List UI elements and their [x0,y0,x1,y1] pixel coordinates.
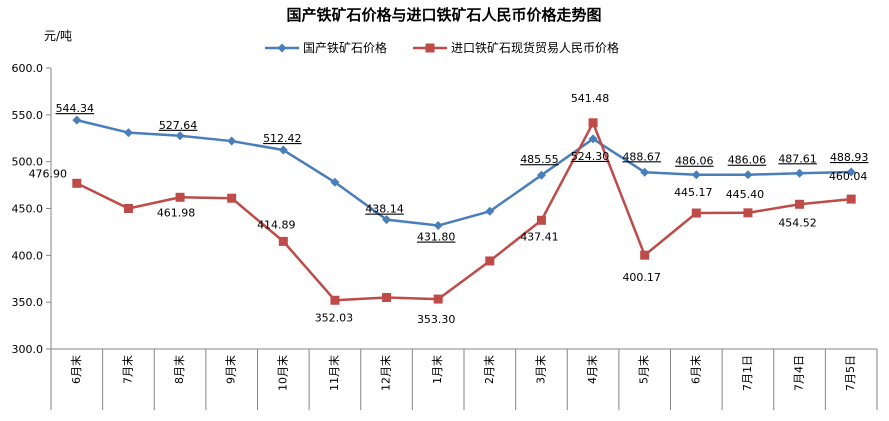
x-tick-label: 7月4日 [793,355,806,391]
y-tick-label: 500.0 [12,156,44,169]
y-axis-unit: 元/吨 [44,29,72,43]
data-label-import: 476.90 [29,167,68,180]
data-point-domestic [330,177,340,187]
data-label-import: 460.04 [829,170,868,183]
data-labels: 544.34 527.64 512.42 438.14 431.80 485.55 524.… [29,92,869,326]
x-tick-label: 11月末 [327,355,341,391]
x-tick-label: 5月末 [637,355,651,384]
data-point-domestic [433,221,443,231]
data-point-import [123,204,133,213]
data-point-import [485,256,495,266]
data-label-import: 445.17 [674,186,713,199]
data-point-import [227,193,237,203]
data-label-import: 414.89 [257,218,296,231]
legend-label-domestic: 国产铁矿石价格 [303,40,387,55]
data-label-domestic: 431.80 [417,231,456,244]
data-label-domestic: 488.93 [830,151,869,164]
data-point-import [175,192,185,202]
x-tick-label: 6月末 [688,355,702,384]
legend-marker-domestic [277,43,287,53]
data-point-import [330,295,340,305]
data-label-import: 352.03 [315,311,354,324]
data-label-import: 454.52 [778,216,817,229]
data-point-import [691,208,701,218]
y-tick-label: 400.0 [12,249,44,262]
x-tick-label: 3月末 [533,355,547,384]
data-point-domestic [278,145,288,155]
data-point-domestic [588,134,598,144]
x-tick-label: 4月末 [585,355,599,384]
data-point-domestic [795,168,805,178]
legend-item-import: 进口铁矿石现货贸易人民币价格 [413,40,619,55]
data-label-import: 445.40 [726,188,765,201]
data-point-import [846,194,856,204]
x-tick-label: 1月末 [430,355,444,384]
x-tick-label: 7月1日 [741,355,754,391]
x-tick-label: 7月末 [120,355,134,384]
x-tick-label: 7月5日 [844,355,857,391]
x-tick-label: 6月末 [69,355,83,384]
legend-label-import: 进口铁矿石现货贸易人民币价格 [451,40,619,55]
x-tick-label: 2月末 [482,355,496,384]
data-point-domestic [536,170,546,180]
data-point-domestic [691,170,701,180]
legend-marker-import [425,43,435,53]
data-label-import: 437.41 [520,230,559,243]
data-label-domestic: 487.61 [778,152,817,165]
data-point-domestic [123,128,133,138]
data-label-domestic: 544.34 [56,102,95,115]
data-label-import: 541.48 [571,92,610,105]
data-label-import: 400.17 [622,271,661,284]
legend: 国产铁矿石价格 进口铁矿石现货贸易人民币价格 [265,40,619,55]
x-tick-label: 10月末 [275,355,289,391]
data-label-domestic: 512.42 [263,132,302,145]
y-tick-label: 300.0 [12,343,44,356]
series-line-import [76,121,852,302]
data-label-domestic: 486.06 [675,155,714,168]
data-label-domestic: 524.30 [571,150,610,163]
data-label-domestic: 485.55 [520,153,559,166]
data-point-import [278,236,288,246]
data-point-domestic [227,136,237,146]
x-tick-label: 8月末 [172,355,186,384]
data-label-domestic: 527.64 [159,119,198,132]
y-tick-label: 550.0 [12,109,44,122]
data-point-domestic [382,215,392,225]
data-label-domestic: 438.14 [365,203,404,216]
data-point-domestic [72,115,82,125]
data-point-domestic [640,167,650,177]
data-point-domestic [485,206,495,216]
legend-item-domestic: 国产铁矿石价格 [265,40,387,55]
y-tick-label: 350.0 [12,296,44,309]
data-point-import [72,178,82,188]
data-point-import [382,292,392,302]
x-axis-categories: 6月末 7月末 8月末 9月末 10月末 11月末 12月末 1月末 2月末 3月末 4月末 5月末 6… [50,349,878,410]
y-axis-ticks: 300.0 350.0 400.0 450.0 500.0 550.0 600.0 [12,62,51,356]
data-point-domestic [743,170,753,180]
data-point-domestic [846,167,856,177]
x-tick-label: 12月末 [379,355,393,391]
data-point-domestic [175,131,185,141]
data-point-import [743,208,753,218]
data-point-import [433,294,443,304]
y-tick-label: 450.0 [12,203,44,216]
data-point-import [795,199,805,209]
x-tick-label: 9月末 [224,355,238,384]
data-label-domestic: 486.06 [728,154,767,167]
series-layer [72,115,856,305]
data-point-import [536,215,546,225]
data-label-domestic: 488.67 [622,150,661,163]
data-point-import [640,250,650,260]
y-tick-label: 600.0 [12,62,44,75]
data-point-import [588,118,598,128]
data-label-import: 353.30 [417,313,456,326]
data-label-import: 461.98 [157,206,196,219]
series-line-domestic [76,118,852,227]
chart-title: 国产铁矿石价格与进口铁矿石人民币价格走势图 [286,6,601,24]
